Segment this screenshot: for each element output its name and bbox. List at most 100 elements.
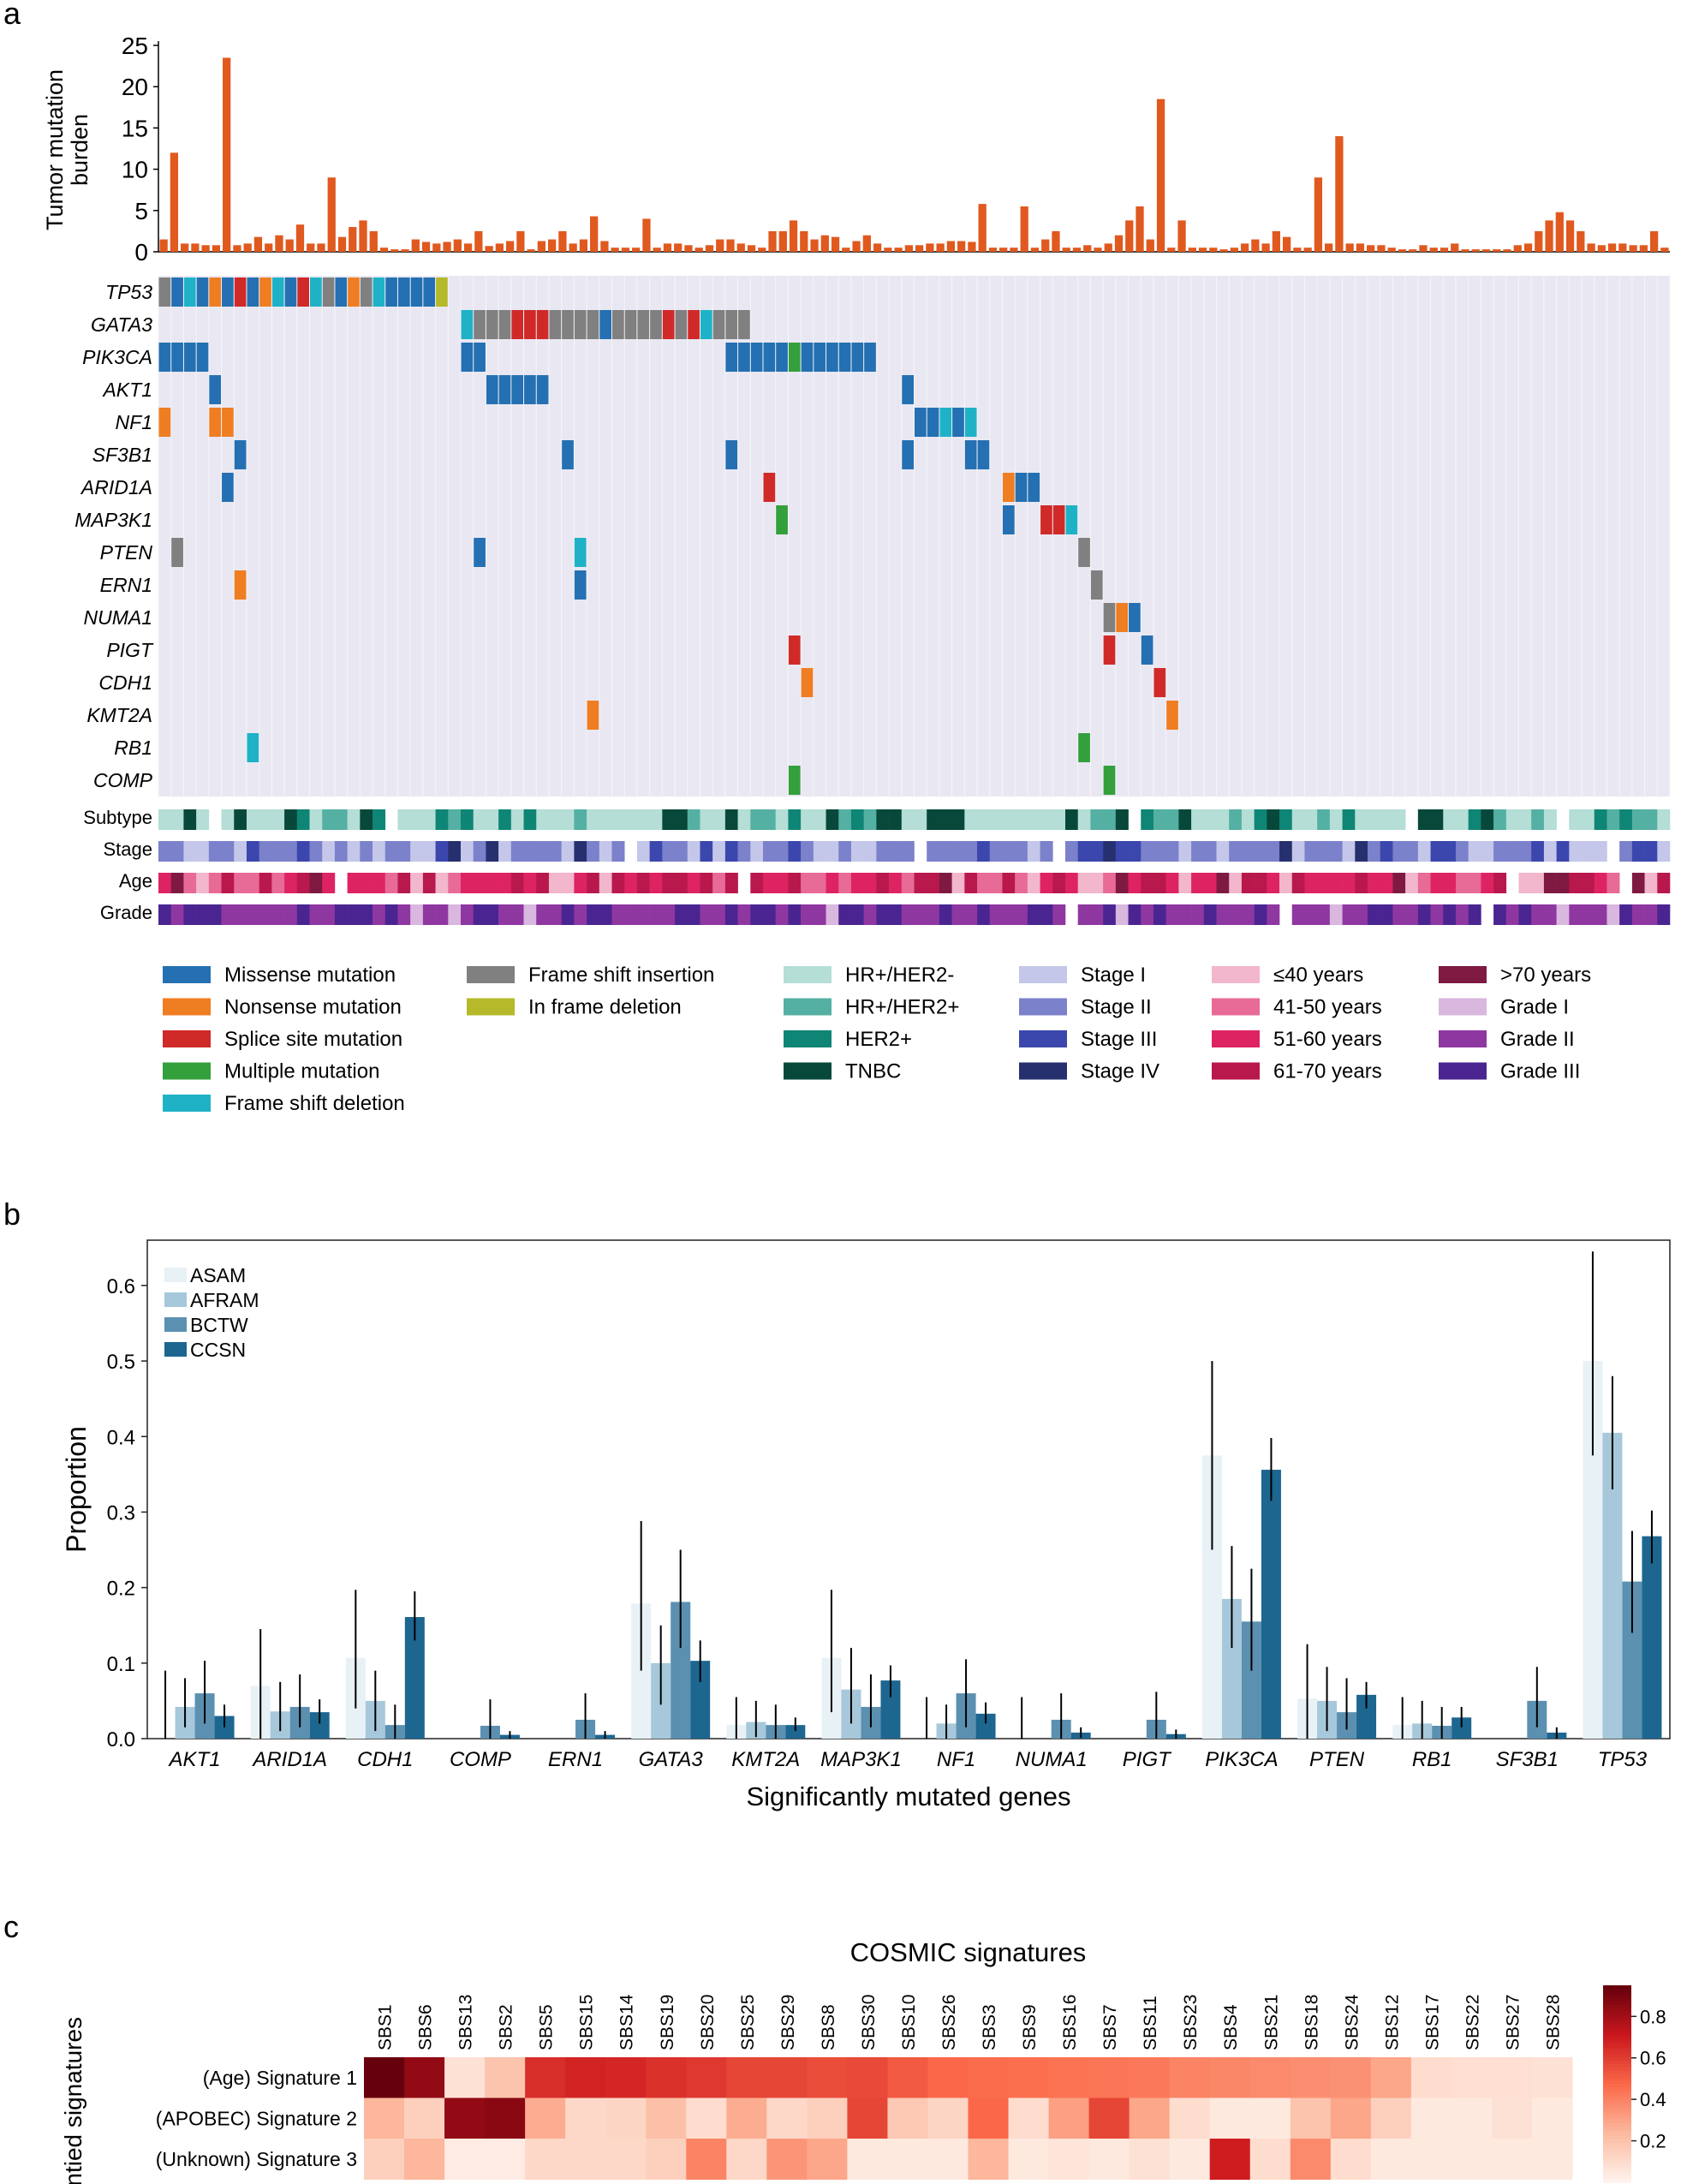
clinical-track-cell [510, 841, 524, 862]
heatmap-cell [605, 2097, 647, 2139]
mutation-cell [183, 277, 196, 307]
clinical-track-cell [662, 904, 676, 925]
clinical-track-cell [1040, 873, 1053, 893]
clinical-track-cell [1329, 904, 1343, 925]
colorbar-segment [1603, 2002, 1631, 2006]
clinical-track-cell [309, 809, 323, 830]
tmb-bar [611, 248, 619, 252]
clinical-track-cell [1002, 809, 1016, 830]
legend-label: BCTW [190, 1314, 248, 1336]
legend-swatch [1019, 1062, 1067, 1080]
clinical-track-cell [498, 873, 512, 893]
clinical-track-cell [939, 841, 952, 862]
clinical-track-cell [1128, 873, 1142, 893]
mutation-cell [222, 408, 234, 437]
clinical-track-cell [1216, 904, 1230, 925]
clinical-track-cell [410, 873, 424, 893]
clinical-track-cell [1392, 841, 1406, 862]
tmb-bar [1314, 177, 1323, 252]
colorbar-segment [1603, 2011, 1631, 2016]
clinical-track-cell [1291, 841, 1305, 862]
column-label: SBS14 [617, 1994, 637, 2050]
heatmap-cell [1410, 2057, 1452, 2098]
tmb-bar [1125, 220, 1134, 252]
column-label: SBS25 [738, 1995, 758, 2050]
clinical-track-cell [1015, 841, 1028, 862]
colorbar-segment [1603, 2047, 1631, 2052]
clinical-track-cell [1103, 904, 1117, 925]
tmb-bar [800, 230, 808, 252]
mutation-cell [183, 343, 196, 372]
clinical-track-cell [838, 873, 852, 893]
clinical-track-cell [599, 809, 612, 830]
tmb-bar [926, 243, 934, 252]
clinical-track-cell [763, 841, 777, 862]
tmb-bar [1198, 248, 1207, 252]
legend-label: HR+/HER2+ [845, 996, 959, 1019]
heatmap-cell [1451, 2057, 1493, 2098]
heatmap-cell [1169, 2139, 1211, 2180]
tmb-bar [1419, 245, 1428, 252]
clinical-track-cell [498, 809, 512, 830]
tmb-bar [474, 230, 483, 252]
mutation-cell [234, 440, 247, 469]
heatmap-cell [1290, 2097, 1332, 2139]
mutation-cell [838, 343, 851, 372]
legend-swatch [163, 1095, 211, 1112]
tmb-bar [768, 230, 777, 252]
tmb-bar [1660, 248, 1669, 252]
ytick-label: 0.2 [107, 1578, 135, 1601]
heatmap-cell [1088, 2097, 1130, 2139]
mutation-cell [574, 310, 587, 339]
colorbar-segment [1603, 2057, 1631, 2062]
clinical-track-cell [927, 841, 940, 862]
clinical-track-cell [1505, 841, 1519, 862]
clinical-track-cell [1090, 841, 1104, 862]
mutation-cell [1040, 505, 1052, 534]
clinical-track-cell [461, 809, 474, 830]
clinical-track-cell [360, 873, 373, 893]
clinical-track-cell [1481, 809, 1494, 830]
clinical-track-cell [1468, 841, 1481, 862]
mutation-cell [196, 343, 209, 372]
colorbar-segment [1603, 2014, 1631, 2019]
clinical-track-cell [939, 904, 952, 925]
tmb-bar [212, 245, 221, 252]
clinical-track-cell [360, 841, 373, 862]
clinical-track-cell [1317, 873, 1331, 893]
clinical-track-cell [662, 873, 676, 893]
mutation-cell [1028, 473, 1040, 502]
clinical-track-cell [334, 904, 348, 925]
mutation-cell [1166, 701, 1178, 730]
heatmap-cell [1410, 2139, 1452, 2180]
clinical-track-cell [1430, 841, 1444, 862]
mutation-cell [1078, 733, 1090, 762]
clinical-track-cell [989, 904, 1003, 925]
clinical-track-cell [876, 904, 890, 925]
tmb-bar [968, 242, 976, 252]
colorbar-segment [1603, 2008, 1631, 2013]
clinical-track-cell [750, 904, 764, 925]
heatmap-cell [686, 2057, 727, 2098]
clinical-track-cell [1052, 904, 1066, 925]
clinical-track-cell [826, 809, 839, 830]
clinical-track-cell [649, 841, 663, 862]
clinical-track-cell [1355, 873, 1368, 893]
clinical-track-cell [1052, 873, 1066, 893]
clinical-track-cell [548, 809, 562, 830]
tmb-bar [421, 242, 431, 252]
clinical-track-cell [876, 809, 890, 830]
tmb-bar [1356, 243, 1365, 252]
colorbar-tick-label: 0.4 [1640, 2089, 1666, 2110]
mutation-cell [662, 310, 675, 339]
tmb-bar [359, 220, 367, 252]
clinical-track-cell [876, 873, 890, 893]
clinical-track-cell [196, 873, 210, 893]
tmb-bar [621, 248, 630, 252]
clinical-track-cell [473, 873, 486, 893]
tmb-bar [873, 243, 882, 252]
heatmap-cell [646, 2097, 687, 2139]
tmb-bar [253, 236, 263, 252]
clinical-track-cell [548, 873, 562, 893]
clinical-track-cell [636, 904, 650, 925]
